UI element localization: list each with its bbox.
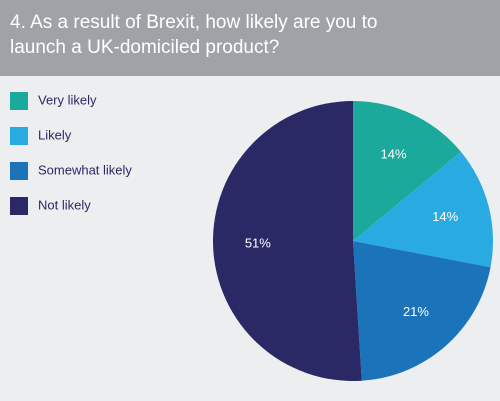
- slice-label: 51%: [245, 235, 271, 250]
- legend-swatch: [10, 127, 28, 145]
- pie-slice: [353, 241, 491, 381]
- legend-swatch: [10, 92, 28, 110]
- header-bar: 4. As a result of Brexit, how likely are…: [0, 0, 500, 76]
- slice-label: 21%: [403, 304, 429, 319]
- legend-label: Not likely: [38, 197, 91, 212]
- pie-slice: [213, 101, 362, 381]
- legend-label: Likely: [38, 127, 72, 142]
- pie-slice: [353, 151, 493, 268]
- slice-label: 14%: [432, 209, 458, 224]
- slice-label: 14%: [381, 146, 407, 161]
- pie-slice: [353, 101, 461, 241]
- legend-swatch: [10, 162, 28, 180]
- legend-swatch: [10, 197, 28, 215]
- legend-label: Somewhat likely: [38, 162, 132, 177]
- legend-label: Very likely: [38, 92, 97, 107]
- chart-title: 4. As a result of Brexit, how likely are…: [10, 12, 378, 58]
